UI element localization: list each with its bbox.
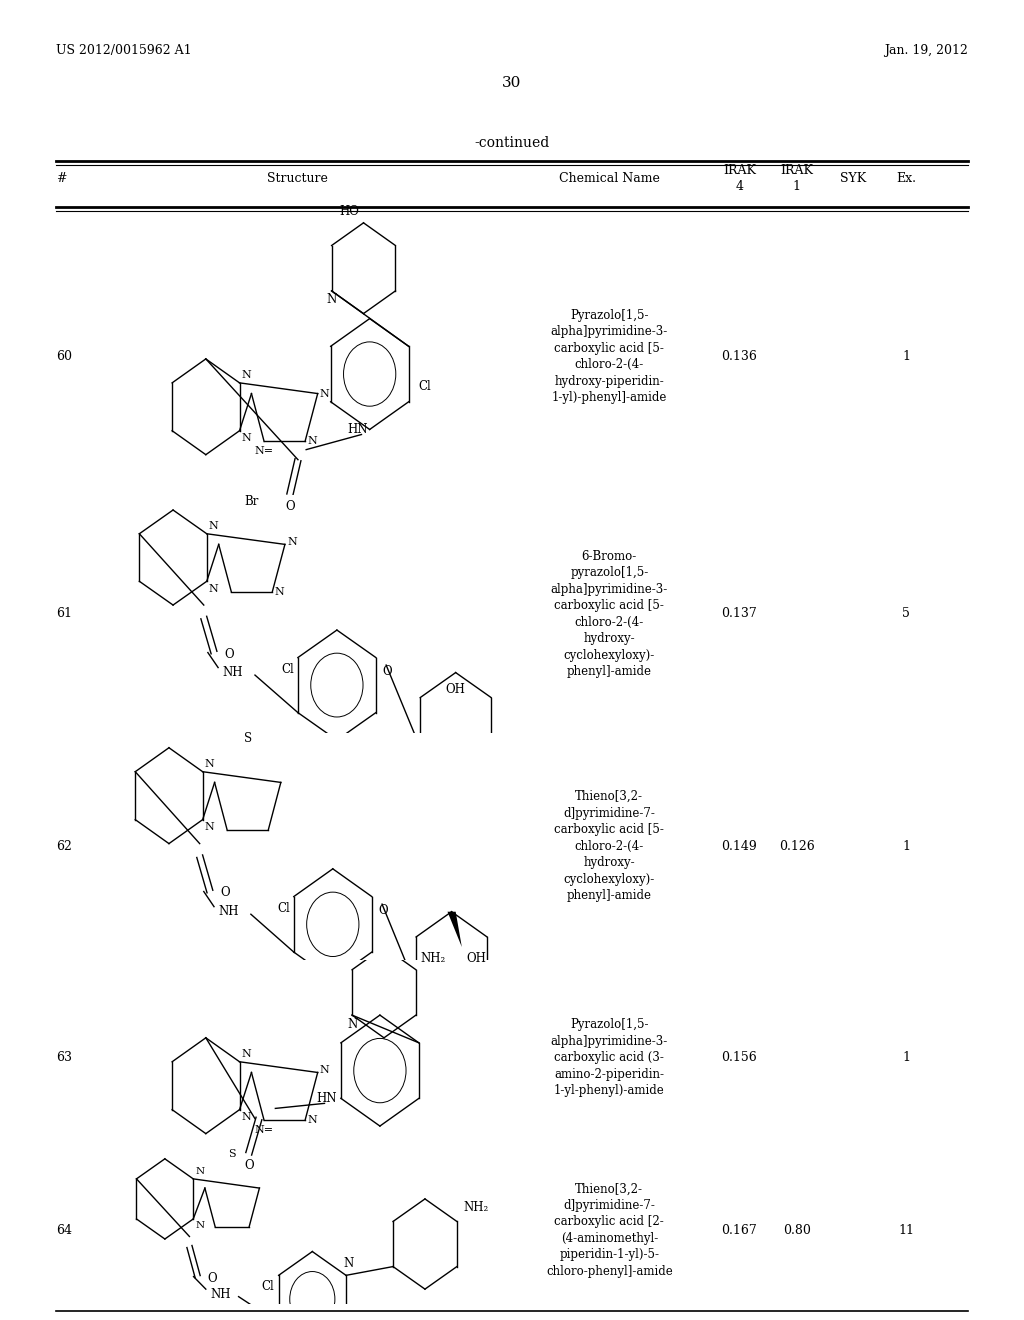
Text: IRAK
4: IRAK 4 bbox=[723, 164, 756, 193]
Text: O: O bbox=[220, 887, 229, 899]
Text: Thieno[3,2-
d]pyrimidine-7-
carboxylic acid [5-
chloro-2-(4-
hydroxy-
cyclohexyl: Thieno[3,2- d]pyrimidine-7- carboxylic a… bbox=[554, 791, 665, 902]
Text: 0.156: 0.156 bbox=[722, 1052, 757, 1064]
Text: Structure: Structure bbox=[266, 172, 328, 185]
Text: S: S bbox=[244, 733, 252, 746]
Text: 1: 1 bbox=[902, 840, 910, 853]
Text: 0.126: 0.126 bbox=[779, 840, 814, 853]
Text: IRAK
1: IRAK 1 bbox=[780, 164, 813, 193]
Text: 0.167: 0.167 bbox=[722, 1224, 757, 1237]
Text: HN: HN bbox=[316, 1092, 337, 1105]
Text: O: O bbox=[208, 1271, 217, 1284]
Text: #: # bbox=[56, 172, 67, 185]
Text: N: N bbox=[242, 1113, 251, 1122]
Text: 0.149: 0.149 bbox=[722, 840, 757, 853]
Text: N: N bbox=[347, 1018, 357, 1031]
Text: Thieno[3,2-
d]pyrimidine-7-
carboxylic acid [2-
(4-aminomethyl-
piperidin-1-yl)-: Thieno[3,2- d]pyrimidine-7- carboxylic a… bbox=[546, 1183, 673, 1278]
Text: S: S bbox=[228, 1148, 236, 1159]
Text: N: N bbox=[242, 1049, 251, 1059]
Text: N: N bbox=[307, 1115, 316, 1126]
Text: N: N bbox=[307, 437, 316, 446]
Text: Cl: Cl bbox=[262, 1280, 274, 1294]
Text: OH: OH bbox=[445, 682, 466, 696]
Text: Cl: Cl bbox=[281, 663, 294, 676]
Text: NH: NH bbox=[222, 667, 243, 678]
Text: 62: 62 bbox=[56, 840, 73, 853]
Text: Br: Br bbox=[245, 495, 259, 507]
Text: 1: 1 bbox=[902, 1052, 910, 1064]
Text: N: N bbox=[196, 1221, 205, 1230]
Text: O: O bbox=[285, 500, 295, 513]
Text: 0.80: 0.80 bbox=[782, 1224, 811, 1237]
Text: 11: 11 bbox=[898, 1224, 914, 1237]
Text: O: O bbox=[382, 665, 392, 678]
Text: Cl: Cl bbox=[276, 902, 290, 915]
Text: 30: 30 bbox=[503, 77, 521, 90]
Text: NH: NH bbox=[210, 1287, 230, 1300]
Text: 61: 61 bbox=[56, 607, 73, 620]
Text: N: N bbox=[319, 1065, 330, 1074]
Text: Cl: Cl bbox=[419, 380, 431, 393]
Text: O: O bbox=[244, 1159, 254, 1172]
Text: N: N bbox=[287, 537, 297, 546]
Text: O: O bbox=[224, 648, 233, 660]
Text: 60: 60 bbox=[56, 350, 73, 363]
Text: OH: OH bbox=[466, 952, 485, 965]
Text: O: O bbox=[378, 904, 388, 917]
Text: N=: N= bbox=[255, 1126, 273, 1135]
Text: -continued: -continued bbox=[474, 136, 550, 149]
Text: Chemical Name: Chemical Name bbox=[559, 172, 659, 185]
Text: N: N bbox=[205, 759, 214, 770]
Polygon shape bbox=[447, 912, 462, 946]
Text: Ex.: Ex. bbox=[896, 172, 916, 185]
Text: Pyrazolo[1,5-
alpha]pyrimidine-3-
carboxylic acid [5-
chloro-2-(4-
hydroxy-piper: Pyrazolo[1,5- alpha]pyrimidine-3- carbox… bbox=[551, 309, 668, 404]
Text: NH: NH bbox=[218, 906, 239, 919]
Text: 64: 64 bbox=[56, 1224, 73, 1237]
Text: 6-Bromo-
pyrazolo[1,5-
alpha]pyrimidine-3-
carboxylic acid [5-
chloro-2-(4-
hydr: 6-Bromo- pyrazolo[1,5- alpha]pyrimidine-… bbox=[551, 549, 668, 678]
Text: Pyrazolo[1,5-
alpha]pyrimidine-3-
carboxylic acid (3-
amino-2-piperidin-
1-yl-ph: Pyrazolo[1,5- alpha]pyrimidine-3- carbox… bbox=[551, 1019, 668, 1097]
Text: 1: 1 bbox=[902, 350, 910, 363]
Text: N: N bbox=[209, 521, 218, 531]
Text: N: N bbox=[242, 433, 251, 444]
Text: N: N bbox=[319, 388, 330, 399]
Text: N: N bbox=[209, 583, 218, 594]
Text: 0.137: 0.137 bbox=[722, 607, 757, 620]
Text: HN: HN bbox=[347, 422, 368, 436]
Text: NH₂: NH₂ bbox=[463, 1201, 488, 1214]
Text: N=: N= bbox=[255, 446, 273, 457]
Text: US 2012/0015962 A1: US 2012/0015962 A1 bbox=[56, 44, 191, 57]
Text: N: N bbox=[327, 293, 337, 306]
Text: N: N bbox=[205, 822, 214, 832]
Text: SYK: SYK bbox=[840, 172, 866, 185]
Text: 63: 63 bbox=[56, 1052, 73, 1064]
Text: N: N bbox=[242, 371, 251, 380]
Text: HO: HO bbox=[340, 205, 359, 218]
Text: 5: 5 bbox=[902, 607, 910, 620]
Text: Jan. 19, 2012: Jan. 19, 2012 bbox=[884, 44, 968, 57]
Text: N: N bbox=[343, 1258, 353, 1270]
Text: 0.136: 0.136 bbox=[721, 350, 758, 363]
Text: NH₂: NH₂ bbox=[420, 952, 445, 965]
Text: N: N bbox=[196, 1167, 205, 1176]
Text: N: N bbox=[274, 587, 284, 597]
